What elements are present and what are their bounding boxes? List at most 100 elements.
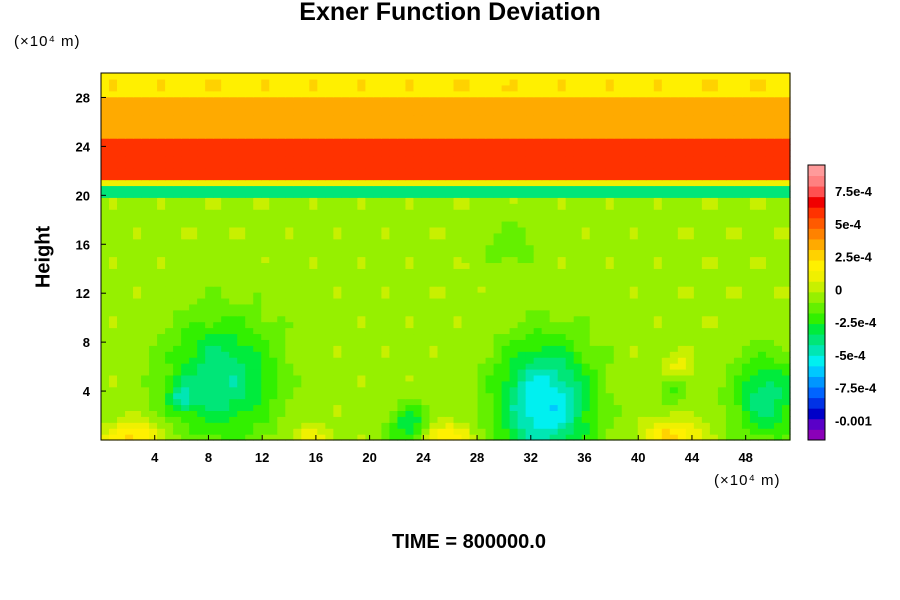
heatmap-cell <box>221 179 230 187</box>
heatmap-cell <box>621 434 631 441</box>
heatmap-cell <box>301 244 310 252</box>
heatmap-cell <box>669 149 679 157</box>
heatmap-cell <box>645 333 655 340</box>
heatmap-cell <box>693 108 703 116</box>
heatmap-cell <box>301 380 310 388</box>
heatmap-cell <box>277 96 286 104</box>
heatmap-cell <box>405 215 415 222</box>
heatmap-cell <box>693 102 703 110</box>
heatmap-cell <box>413 380 423 388</box>
heatmap-cell <box>229 368 238 376</box>
heatmap-cell <box>597 149 607 157</box>
heatmap-cell <box>445 268 455 275</box>
heatmap-cell <box>197 292 206 299</box>
heatmap-cell <box>589 209 599 216</box>
heatmap-cell <box>613 232 623 240</box>
heatmap-cell <box>717 398 727 406</box>
heatmap-cell <box>501 161 511 169</box>
heatmap-cell <box>517 357 527 364</box>
heatmap-cell <box>709 268 719 275</box>
heatmap-cell <box>149 167 158 175</box>
heatmap-cell <box>405 339 415 346</box>
heatmap-cell <box>501 434 511 441</box>
heatmap-cell <box>317 386 326 394</box>
heatmap-cell <box>245 434 254 441</box>
heatmap-cell <box>765 114 775 121</box>
heatmap-cell <box>509 155 519 163</box>
heatmap-cell <box>197 368 206 376</box>
heatmap-cell <box>277 244 286 252</box>
heatmap-cell <box>197 315 206 323</box>
heatmap-cell <box>245 422 254 429</box>
heatmap-cell <box>133 327 142 335</box>
heatmap-cell <box>773 96 783 104</box>
heatmap-cell <box>373 203 383 210</box>
heatmap-cell <box>645 292 655 299</box>
heatmap-cell <box>357 126 366 133</box>
heatmap-cell <box>733 333 743 340</box>
heatmap-cell <box>109 422 118 429</box>
heatmap-cell <box>677 339 687 346</box>
heatmap-cell <box>725 268 735 275</box>
heatmap-cell <box>389 144 399 151</box>
heatmap-cell <box>525 339 535 346</box>
heatmap-cell <box>117 132 126 139</box>
heatmap-cell <box>461 203 471 210</box>
heatmap-cell <box>757 357 767 364</box>
heatmap-cell <box>541 256 551 264</box>
heatmap-cell <box>245 149 254 157</box>
heatmap-cell <box>149 392 158 400</box>
heatmap-cell <box>173 309 182 317</box>
heatmap-cell <box>653 398 663 406</box>
heatmap-cell <box>221 126 230 133</box>
heatmap-cell <box>309 215 318 222</box>
heatmap-cell <box>765 274 775 281</box>
heatmap-cell <box>453 416 463 423</box>
heatmap-cell <box>269 238 278 246</box>
heatmap-cell <box>517 226 527 234</box>
heatmap-cell <box>725 209 735 216</box>
heatmap-cell <box>405 185 415 192</box>
heatmap-cell <box>637 333 647 340</box>
heatmap-cell <box>293 339 302 346</box>
heatmap-cell <box>629 238 639 246</box>
heatmap-cell <box>333 232 342 240</box>
heatmap-cell <box>477 167 487 175</box>
heatmap-cell <box>205 149 214 157</box>
heatmap-cell <box>645 126 655 133</box>
heatmap-cell <box>669 422 679 429</box>
heatmap-cell <box>125 197 134 204</box>
heatmap-cell <box>173 203 182 210</box>
heatmap-cell <box>157 144 166 151</box>
heatmap-cell <box>341 215 350 222</box>
heatmap-cell <box>749 321 759 329</box>
heatmap-cell <box>501 167 511 175</box>
heatmap-cell <box>709 333 719 340</box>
heatmap-cell <box>133 368 142 376</box>
heatmap-cell <box>293 363 302 370</box>
heatmap-cell <box>141 203 150 210</box>
heatmap-cell <box>461 286 471 293</box>
heatmap-cell <box>101 126 110 133</box>
heatmap-cell <box>173 321 182 329</box>
heatmap-cell <box>749 286 759 293</box>
heatmap-cell <box>341 155 350 163</box>
heatmap-cell <box>373 197 383 204</box>
heatmap-cell <box>565 416 575 423</box>
heatmap-cell <box>109 120 118 127</box>
heatmap-cell <box>213 179 222 187</box>
heatmap-cell <box>621 410 631 417</box>
heatmap-cell <box>517 303 527 311</box>
heatmap-cell <box>549 392 559 400</box>
heatmap-cell <box>557 161 567 169</box>
heatmap-cell <box>701 315 711 323</box>
heatmap-cell <box>181 256 190 264</box>
heatmap-cell <box>149 226 158 234</box>
heatmap-cell <box>621 185 631 192</box>
heatmap-cell <box>517 138 527 145</box>
heatmap-cell <box>597 357 607 364</box>
heatmap-cell <box>405 416 415 423</box>
heatmap-cell <box>597 238 607 246</box>
heatmap-cell <box>669 416 679 423</box>
heatmap-cell <box>197 179 206 187</box>
